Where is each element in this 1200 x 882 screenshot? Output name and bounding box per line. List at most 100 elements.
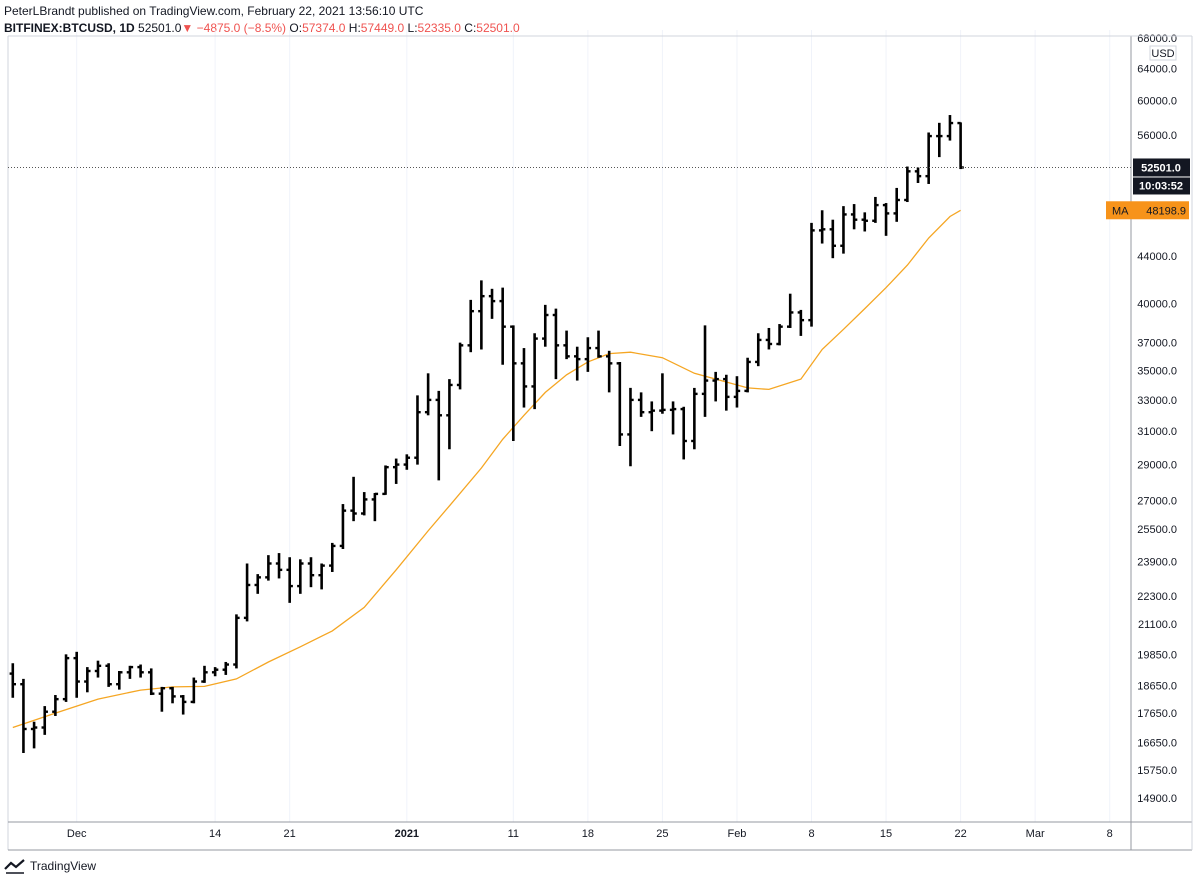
chart-header: PeterLBrandt published on TradingView.co…	[4, 3, 1004, 37]
footer: TradingView	[4, 856, 96, 876]
ohlc-bar	[893, 187, 900, 222]
ohlc-bar	[616, 361, 624, 446]
ohlc-bar	[510, 325, 517, 441]
y-tick-label: 68000.0	[1137, 33, 1177, 45]
ohlc-bar	[957, 121, 964, 170]
ohlc-bar	[94, 660, 102, 678]
y-tick-label: 27000.0	[1137, 495, 1177, 507]
ohlc-bar	[116, 670, 123, 690]
ohlc-bar	[627, 387, 634, 467]
ohlc-bar	[435, 390, 442, 481]
ohlc-bar	[41, 706, 48, 735]
x-tick-label: 18	[582, 828, 594, 840]
ohlc-bar	[914, 167, 922, 183]
unit-label: USD	[1151, 48, 1174, 60]
ohlc-bar	[350, 476, 357, 522]
ohlc-bar	[424, 373, 432, 416]
ohlc-bar	[659, 373, 666, 414]
countdown-badge-bg	[1133, 177, 1190, 195]
ohlc-bar	[669, 401, 677, 435]
ohlc-bar	[733, 376, 741, 408]
ohlc-bar	[361, 492, 368, 516]
ma-badge-label: MA	[1112, 205, 1129, 217]
x-tick-label: 8	[1107, 828, 1113, 840]
x-tick-label: Dec	[67, 828, 87, 840]
y-tick-label: 15750.0	[1137, 765, 1177, 777]
x-tick-label: 25	[656, 828, 668, 840]
ohlc-bar	[265, 555, 272, 581]
ohlc-bar	[499, 287, 506, 365]
x-tick-label: 14	[209, 828, 221, 840]
ohlc-bar	[339, 504, 347, 549]
ohlc-bar	[318, 563, 325, 590]
ohlc-bar	[946, 115, 954, 141]
ohlc-bar	[403, 454, 411, 470]
high-value: 57449.0	[360, 21, 405, 35]
ohlc-bar	[840, 206, 847, 254]
ohlc-bar	[818, 210, 826, 244]
publisher-line: PeterLBrandt published on TradingView.co…	[4, 4, 424, 18]
down-arrow-icon: ▼	[181, 21, 194, 35]
y-tick-label: 23900.0	[1137, 556, 1177, 568]
ohlc-bar	[925, 132, 932, 184]
high-label: H:	[348, 21, 361, 35]
y-tick-label: 14900.0	[1137, 793, 1177, 805]
grid	[76, 30, 1111, 822]
last-price-badge-bg	[1133, 158, 1190, 177]
ohlc-bar	[30, 721, 38, 749]
ohlc-bar	[776, 324, 783, 346]
ohlc-bar	[691, 387, 698, 450]
close-value: 52501.0	[476, 21, 520, 35]
ohlc-bar	[222, 661, 229, 675]
ohlc-bar	[414, 395, 421, 465]
ohlc-bar	[211, 667, 219, 677]
ohlc-bar	[169, 686, 176, 704]
open-value: 57374.0	[302, 21, 346, 35]
ohlc-bar	[137, 664, 144, 678]
axes: Dec 14 21 2021 11 18 25 Feb 8 15 22 Mar 8 14900.0 1575…	[7, 33, 1193, 851]
ma-badge-value: 48198.9	[1146, 205, 1186, 217]
low-label: L:	[407, 21, 418, 35]
x-tick-label: 21	[284, 828, 296, 840]
ohlc-bar	[595, 330, 602, 358]
price-change: −4875.0 (−8.5%)	[196, 21, 287, 35]
ohlc-bar	[382, 465, 389, 496]
ohlc-bar	[467, 299, 474, 353]
ohlc-bar	[446, 379, 453, 450]
y-tick-label: 60000.0	[1137, 96, 1177, 108]
last-price: 52501.0	[138, 21, 182, 35]
y-tick-label: 35000.0	[1137, 365, 1177, 377]
x-tick-label: 11	[508, 828, 519, 840]
y-tick-label: 29000.0	[1137, 460, 1177, 472]
ohlc-bar	[254, 574, 261, 594]
ohlc-bar	[904, 166, 911, 203]
ohlc-bar	[62, 654, 70, 702]
ohlc-bar	[861, 212, 868, 232]
ohlc-bar	[456, 342, 464, 390]
x-tick-label: Mar	[1026, 828, 1045, 840]
footer-brand[interactable]: TradingView	[30, 859, 97, 873]
ohlc-bar	[850, 204, 858, 230]
ohlc-bar	[488, 288, 496, 319]
ohlc-bar	[882, 203, 890, 236]
y-tick-label: 40000.0	[1137, 299, 1177, 311]
y-tick-label: 17650.0	[1137, 708, 1177, 720]
ma-badge-bg	[1106, 201, 1189, 220]
ohlc-bar	[765, 327, 773, 350]
ohlc-bar	[829, 219, 837, 259]
ohlc-bar	[297, 559, 304, 594]
ohlc-bar	[520, 348, 528, 408]
y-tick-label: 19850.0	[1137, 649, 1177, 661]
ohlc-bar	[105, 663, 112, 687]
ohlc-bar	[723, 374, 730, 411]
y-tick-label: 44000.0	[1137, 251, 1177, 263]
close-label: C:	[464, 21, 477, 35]
ohlc-bar	[84, 667, 91, 693]
symbol-label[interactable]: BITFINEX:BTCUSD, 1D	[4, 21, 135, 35]
ohlc-bars	[9, 115, 964, 753]
ohlc-bar	[179, 695, 187, 715]
ohlc-bar	[275, 553, 283, 579]
ohlc-bar	[73, 651, 80, 698]
price-badges: 52501.0 10:03:52 MA 48198.9	[8, 158, 1190, 220]
